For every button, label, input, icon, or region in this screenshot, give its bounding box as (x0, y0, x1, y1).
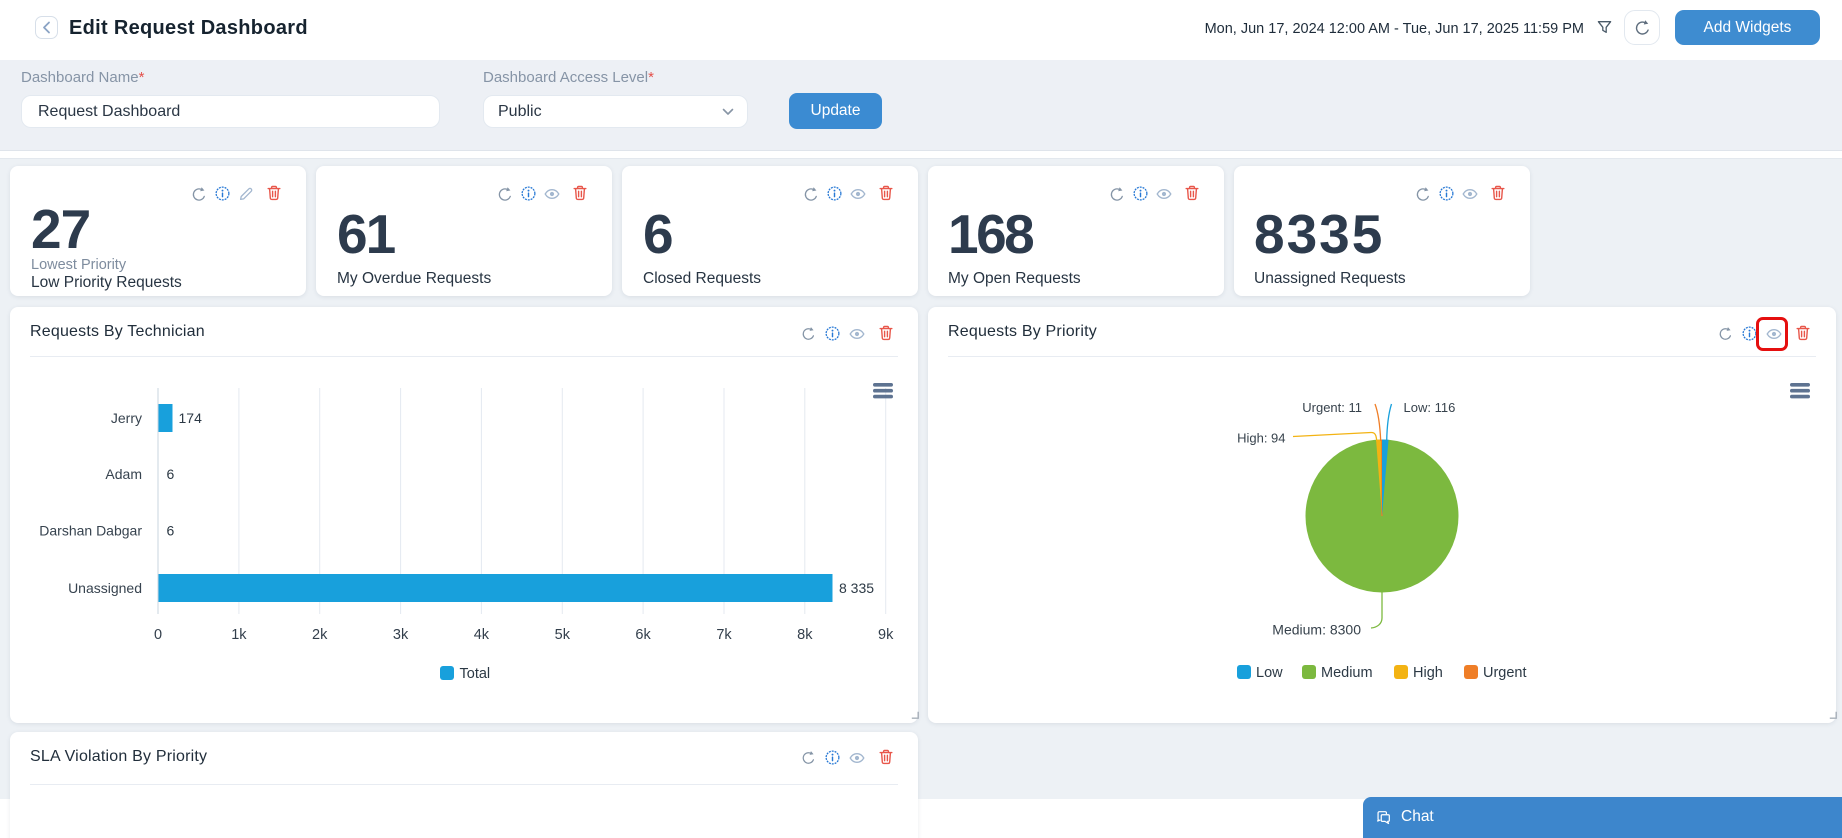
svg-text:8k: 8k (797, 627, 813, 643)
svg-text:8 335: 8 335 (839, 580, 874, 596)
svg-text:High: High (1413, 665, 1443, 681)
svg-text:3k: 3k (393, 627, 409, 643)
svg-text:Urgent: Urgent (1483, 665, 1527, 681)
svg-text:7k: 7k (716, 627, 732, 643)
svg-text:1k: 1k (231, 627, 247, 643)
svg-text:Darshan Dabgar: Darshan Dabgar (39, 523, 142, 539)
svg-text:High: 94: High: 94 (1237, 431, 1285, 446)
svg-text:9k: 9k (878, 627, 894, 643)
svg-text:4k: 4k (474, 627, 490, 643)
svg-text:Medium: 8300: Medium: 8300 (1272, 622, 1361, 638)
svg-text:Low: 116: Low: 116 (1404, 400, 1456, 415)
svg-text:5k: 5k (555, 627, 571, 643)
svg-text:Jerry: Jerry (111, 410, 142, 426)
svg-text:2k: 2k (312, 627, 328, 643)
svg-text:174: 174 (179, 410, 203, 426)
svg-text:6: 6 (167, 466, 175, 482)
svg-text:Total: Total (460, 666, 491, 682)
svg-text:Urgent: 11: Urgent: 11 (1302, 400, 1362, 415)
svg-text:Low: Low (1256, 665, 1283, 681)
svg-text:0: 0 (154, 627, 162, 643)
svg-text:6k: 6k (635, 627, 651, 643)
svg-text:Medium: Medium (1321, 665, 1373, 681)
svg-text:Unassigned: Unassigned (68, 580, 142, 596)
svg-text:Adam: Adam (105, 466, 142, 482)
svg-text:6: 6 (167, 523, 175, 539)
